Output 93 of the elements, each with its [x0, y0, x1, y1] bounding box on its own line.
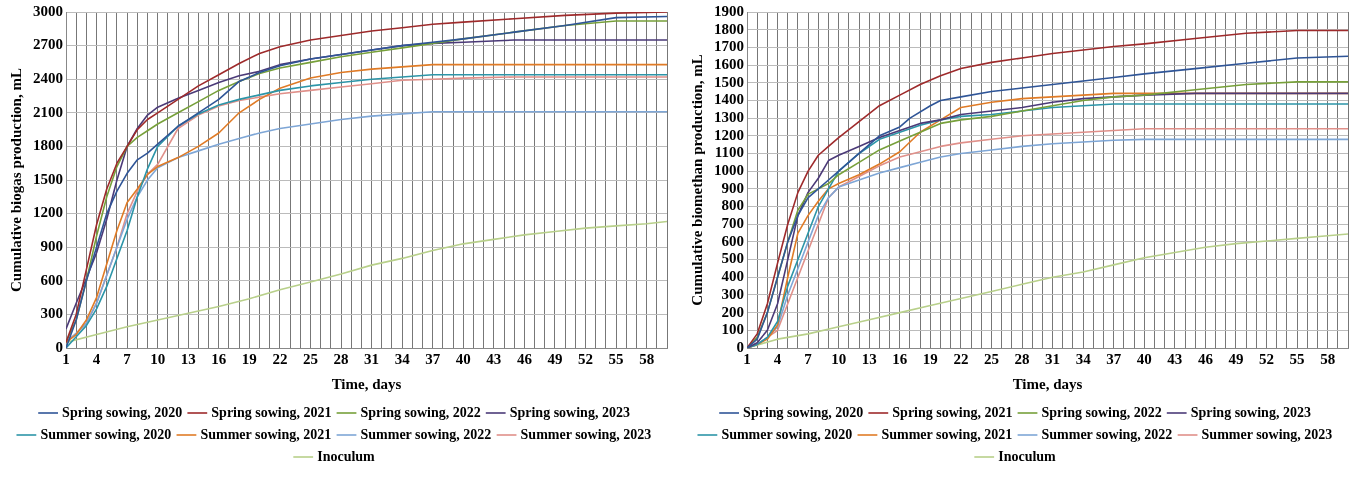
x-tick-label: 34: [394, 350, 411, 367]
legend-label: Spring sowing, 2020: [62, 404, 183, 420]
x-tick-label: 25: [983, 350, 999, 367]
x-tick-label: 46: [516, 350, 533, 367]
y-tick-label: 1500: [714, 73, 744, 90]
x-tick-label: 43: [486, 350, 502, 367]
legend-label: Spring sowing, 2021: [892, 404, 1013, 420]
x-tick-label: 58: [1320, 350, 1336, 367]
x-tick-label: 40: [1136, 350, 1152, 367]
x-tick-label: 16: [892, 350, 908, 367]
y-tick-label: 300: [721, 285, 744, 302]
x-tick-label: 52: [1259, 350, 1275, 367]
y-tick-label: 500: [721, 250, 744, 267]
legend-label: Summer sowing, 2023: [1201, 426, 1333, 442]
x-tick-label: 40: [455, 350, 471, 367]
y-tick-label: 1900: [714, 2, 744, 19]
x-tick-label: 52: [578, 350, 594, 367]
x-tick-label: 28: [333, 350, 349, 367]
x-tick-label: 31: [364, 350, 380, 367]
legend-label: Summer sowing, 2021: [200, 426, 332, 442]
legend-label: Summer sowing, 2023: [520, 426, 652, 442]
y-tick-label: 900: [40, 238, 63, 255]
x-tick-label: 16: [211, 350, 227, 367]
x-tick-label: 55: [608, 350, 624, 367]
legend-label: Spring sowing, 2020: [743, 404, 864, 420]
legend-label: Spring sowing, 2023: [1190, 404, 1311, 420]
x-tick-label: 22: [272, 350, 288, 367]
y-tick-label: 700: [721, 215, 744, 232]
y-tick-label: 800: [721, 197, 744, 214]
legend-label: Spring sowing, 2021: [211, 404, 332, 420]
y-tick-label: 1800: [714, 20, 744, 37]
x-tick-label: 4: [92, 350, 101, 367]
y-tick-label: 1400: [714, 91, 744, 108]
x-tick-label: 13: [180, 350, 196, 367]
x-tick-label: 10: [831, 350, 847, 367]
x-tick-label: 49: [547, 350, 563, 367]
legend-label: Summer sowing, 2020: [721, 426, 853, 442]
legend-label: Inoculum: [317, 448, 376, 464]
x-tick-label: 1: [62, 350, 70, 367]
x-tick-label: 4: [773, 350, 782, 367]
x-axis-title: Time, days: [1012, 375, 1083, 392]
x-tick-label: 43: [1167, 350, 1183, 367]
legend-label: Spring sowing, 2023: [509, 404, 630, 420]
x-tick-label: 37: [425, 350, 441, 367]
x-tick-label: 55: [1289, 350, 1305, 367]
x-tick-label: 19: [922, 350, 938, 367]
legend-label: Spring sowing, 2022: [1041, 404, 1162, 420]
y-tick-label: 1000: [714, 162, 744, 179]
x-tick-label: 10: [150, 350, 166, 367]
y-tick-label: 300: [40, 305, 63, 322]
y-axis-title: Cumulative biogas production, mL: [7, 68, 24, 292]
y-tick-label: 600: [40, 271, 63, 288]
y-tick-label: 1800: [33, 137, 63, 154]
x-tick-label: 37: [1106, 350, 1122, 367]
y-tick-label: 0: [736, 338, 744, 355]
x-tick-label: 7: [804, 350, 813, 367]
x-tick-label: 25: [302, 350, 318, 367]
y-tick-label: 2700: [33, 36, 63, 53]
legend-label: Summer sowing, 2020: [40, 426, 172, 442]
x-tick-label: 13: [861, 350, 877, 367]
y-tick-label: 1500: [33, 170, 63, 187]
y-tick-label: 2100: [33, 103, 63, 120]
x-tick-label: 7: [123, 350, 132, 367]
y-tick-label: 1700: [714, 38, 744, 55]
x-tick-label: 28: [1014, 350, 1030, 367]
x-tick-label: 49: [1228, 350, 1244, 367]
legend-label: Summer sowing, 2022: [1041, 426, 1173, 442]
x-tick-label: 1: [743, 350, 751, 367]
x-tick-label: 34: [1075, 350, 1092, 367]
y-tick-label: 2400: [33, 70, 63, 87]
y-tick-label: 1200: [714, 126, 744, 143]
y-tick-label: 1600: [714, 55, 744, 72]
y-tick-label: 1200: [33, 204, 63, 221]
x-axis-title: Time, days: [331, 375, 402, 392]
y-tick-label: 1100: [714, 144, 744, 161]
y-tick-label: 400: [721, 268, 744, 285]
y-tick-label: 0: [55, 338, 63, 355]
legend-label: Summer sowing, 2022: [360, 426, 492, 442]
y-tick-label: 200: [721, 303, 744, 320]
x-tick-label: 58: [639, 350, 655, 367]
x-tick-label: 46: [1197, 350, 1214, 367]
x-tick-label: 22: [953, 350, 969, 367]
y-tick-label: 1300: [714, 108, 744, 125]
y-tick-label: 600: [721, 232, 744, 249]
legend-label: Inoculum: [998, 448, 1057, 464]
x-tick-label: 31: [1045, 350, 1061, 367]
legend-label: Spring sowing, 2022: [360, 404, 481, 420]
x-tick-label: 19: [241, 350, 257, 367]
y-tick-label: 3000: [33, 2, 63, 19]
y-axis-title: Cumulative biomethan production, mL: [688, 54, 705, 306]
legend-label: Summer sowing, 2021: [881, 426, 1013, 442]
y-tick-label: 900: [721, 179, 744, 196]
y-tick-label: 100: [721, 321, 744, 338]
